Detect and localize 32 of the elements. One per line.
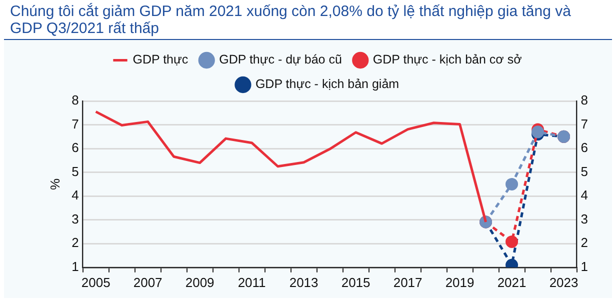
y-tick-label: 7 <box>72 116 79 132</box>
x-tick-label: 2023 <box>549 274 578 290</box>
legend-label: GDP thực <box>132 52 188 67</box>
y-tick-label: 8 <box>72 92 79 108</box>
x-tick-label: 2011 <box>238 274 266 290</box>
x-tick-label: 2021 <box>497 274 526 290</box>
x-tick-label: 2019 <box>445 274 474 290</box>
y-axis-title: % <box>47 178 62 190</box>
y2-tick-label: 5 <box>580 164 588 179</box>
y2-tick-label: 4 <box>580 188 588 203</box>
x-tick-label: 2015 <box>341 274 370 290</box>
x-tick-label: 2007 <box>133 274 162 290</box>
y-tick-label: 4 <box>72 188 79 203</box>
y-tick-label: 6 <box>72 140 79 156</box>
y2-tick-label: 3 <box>580 211 588 226</box>
y2-tick-label: 1 <box>580 258 588 274</box>
legend-label: GDP thực - kịch bản cơ sở <box>372 52 522 67</box>
x-tick-label: 2009 <box>185 274 214 290</box>
x-tick-label: 2005 <box>81 274 110 290</box>
x-tick-label: 2013 <box>289 274 318 290</box>
y2-tick-label: 7 <box>580 116 588 132</box>
y-tick-label: 5 <box>72 164 79 179</box>
y-tick-label: 1 <box>72 258 79 274</box>
x-tick-label: 2017 <box>393 274 422 290</box>
y2-tick-label: 6 <box>580 140 588 156</box>
y2-tick-label: 8 <box>580 92 588 108</box>
chart-title: Chúng tôi cắt giảm GDP năm 2021 xuống còn 2,08% do tỷ lệ thất nghiệp gia tăng và GDP Q3/2021 rất thấp <box>4 0 612 40</box>
y2-tick-label: 2 <box>580 235 588 250</box>
y-tick-label: 2 <box>72 235 79 250</box>
legend-label: GDP thực - kịch bản giảm <box>255 77 400 92</box>
legend-label: GDP thực - dự báo cũ <box>219 52 342 67</box>
y-tick-label: 3 <box>72 211 79 226</box>
